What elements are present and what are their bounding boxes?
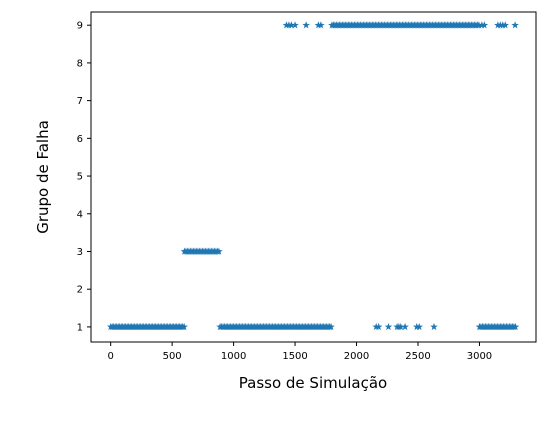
y-tick-label: 4: [77, 209, 83, 220]
x-tick-label: 500: [163, 351, 182, 362]
x-tick-label: 2000: [344, 351, 369, 362]
data-point: [480, 21, 489, 29]
x-axis-ticks: 0 500 1000 1500 2000 2500 3000: [107, 342, 492, 362]
x-axis-label: Passo de Simulação: [239, 374, 387, 392]
y-tick-label: 3: [77, 247, 83, 258]
data-point: [501, 21, 510, 29]
x-tick-label: 1000: [221, 351, 246, 362]
x-tick-label: 2500: [405, 351, 430, 362]
data-point: [384, 322, 393, 331]
data-point: [215, 247, 223, 255]
data-point: [430, 322, 438, 331]
y-tick-label: 9: [77, 21, 83, 32]
data-point: [291, 21, 299, 29]
plot-area: [90, 11, 537, 343]
data-point: [511, 322, 520, 331]
y-axis-ticks: 1 2 3 4 5 6 7 8 9: [77, 21, 91, 333]
data-point: [415, 322, 424, 331]
y-tick-label: 5: [77, 172, 83, 183]
data-point: [511, 21, 519, 29]
data-point: [475, 21, 483, 29]
data-points: [106, 21, 520, 331]
data-point: [401, 322, 409, 331]
data-point: [396, 322, 405, 331]
y-tick-label: 8: [77, 58, 83, 69]
data-point: [287, 21, 296, 29]
data-point: [180, 322, 188, 331]
data-point: [327, 322, 335, 331]
x-tick-label: 3000: [467, 351, 492, 362]
x-tick-label: 0: [107, 351, 113, 362]
data-point: [374, 322, 383, 331]
y-tick-label: 2: [77, 285, 83, 296]
data-point: [317, 21, 325, 29]
y-tick-label: 6: [77, 134, 83, 145]
x-tick-label: 1500: [282, 351, 307, 362]
y-tick-label: 7: [77, 96, 83, 107]
y-axis-label: Grupo de Falha: [34, 120, 52, 234]
data-point: [302, 21, 310, 29]
y-tick-label: 1: [77, 322, 83, 333]
